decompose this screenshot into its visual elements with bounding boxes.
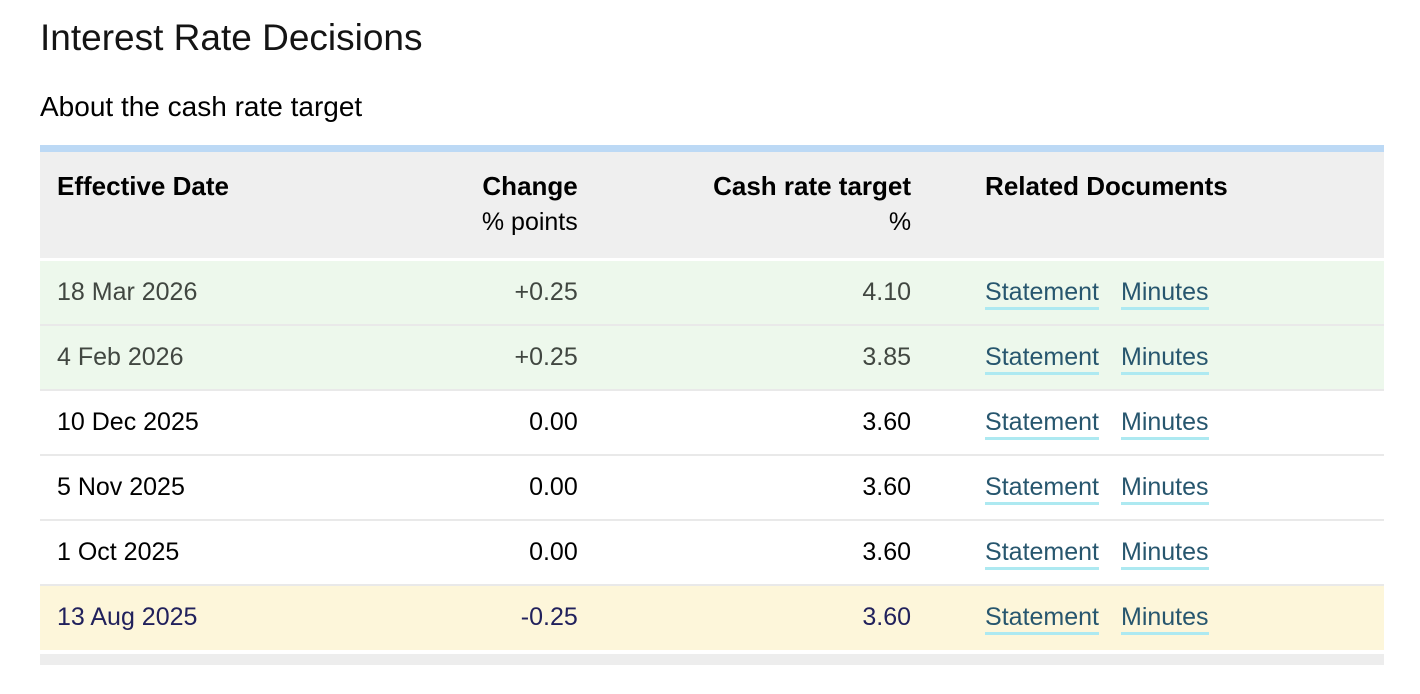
effective-date-cell: 5 Nov 2025: [40, 453, 376, 520]
statement-link[interactable]: Statement: [985, 603, 1099, 636]
cash-rate-target-cell: 3.60: [597, 518, 932, 585]
statement-link[interactable]: Statement: [985, 537, 1099, 570]
minutes-link[interactable]: Minutes: [1121, 472, 1209, 505]
table-row: 10 Dec 2025 0.00 3.60 Statement Minutes: [40, 388, 1384, 455]
column-header-cash-rate-target: Cash rate target %: [597, 152, 932, 260]
minutes-link[interactable]: Minutes: [1121, 342, 1209, 375]
effective-date-cell: 18 Mar 2026: [40, 258, 376, 325]
next-section-strip: [40, 653, 1384, 665]
minutes-link[interactable]: Minutes: [1121, 603, 1209, 636]
cash-rate-target-cell: 3.60: [597, 453, 932, 520]
column-label: Related Documents: [985, 171, 1228, 202]
page-title: Interest Rate Decisions: [40, 17, 423, 58]
related-documents-cell: Statement Minutes: [931, 388, 1384, 455]
column-header-related-documents: Related Documents: [931, 152, 1384, 260]
table-row: 1 Oct 2025 0.00 3.60 Statement Minutes: [40, 518, 1384, 585]
column-sublabel: % points: [481, 208, 578, 237]
effective-date-cell: 4 Feb 2026: [40, 323, 376, 390]
related-documents-cell: Statement Minutes: [931, 453, 1384, 520]
minutes-link[interactable]: Minutes: [1121, 537, 1209, 570]
effective-date-cell: 10 Dec 2025: [40, 388, 376, 455]
change-cell: +0.25: [376, 258, 598, 325]
column-sublabel: %: [888, 208, 912, 237]
column-label: Change: [482, 171, 578, 202]
table-accent-bar: [40, 145, 1384, 153]
cash-rate-target-cell: 3.60: [597, 583, 932, 650]
about-cash-rate-link[interactable]: About the cash rate target: [40, 91, 363, 123]
page: Interest Rate Decisions About the cash r…: [0, 16, 1420, 665]
column-header-effective-date: Effective Date: [40, 152, 376, 260]
related-documents-cell: Statement Minutes: [931, 323, 1384, 390]
statement-link[interactable]: Statement: [985, 472, 1099, 505]
effective-date-cell: 1 Oct 2025: [40, 518, 376, 585]
related-documents-cell: Statement Minutes: [931, 258, 1384, 325]
change-cell: -0.25: [376, 583, 598, 650]
effective-date-cell: 13 Aug 2025: [40, 583, 376, 650]
column-label: Effective Date: [57, 171, 229, 202]
table-row: 13 Aug 2025 -0.25 3.60 Statement Minutes: [40, 583, 1384, 650]
change-cell: 0.00: [376, 453, 598, 520]
table-row: 5 Nov 2025 0.00 3.60 Statement Minutes: [40, 453, 1384, 520]
table-row: 4 Feb 2026 +0.25 3.85 Statement Minutes: [40, 323, 1384, 390]
related-documents-cell: Statement Minutes: [931, 583, 1384, 650]
column-header-change: Change % points: [376, 152, 598, 260]
minutes-link[interactable]: Minutes: [1121, 278, 1209, 311]
change-cell: 0.00: [376, 518, 598, 585]
minutes-link[interactable]: Minutes: [1121, 407, 1209, 440]
statement-link[interactable]: Statement: [985, 342, 1099, 375]
statement-link[interactable]: Statement: [985, 278, 1099, 311]
table-header-row: Effective Date Change % points Cash rate…: [40, 152, 1384, 260]
related-documents-cell: Statement Minutes: [931, 518, 1384, 585]
rate-decisions-table: Effective Date Change % points Cash rate…: [40, 145, 1384, 665]
change-cell: +0.25: [376, 323, 598, 390]
cash-rate-target-cell: 3.85: [597, 323, 932, 390]
change-cell: 0.00: [376, 388, 598, 455]
table-row: 18 Mar 2026 +0.25 4.10 Statement Minutes: [40, 258, 1384, 325]
cash-rate-target-cell: 4.10: [597, 258, 932, 325]
statement-link[interactable]: Statement: [985, 407, 1099, 440]
column-label: Cash rate target: [713, 171, 912, 202]
cash-rate-target-cell: 3.60: [597, 388, 932, 455]
